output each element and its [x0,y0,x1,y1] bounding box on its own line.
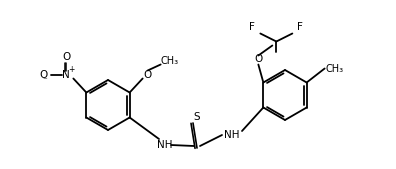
Text: O: O [39,69,48,79]
Text: NH: NH [224,130,240,140]
Text: +: + [68,65,74,74]
Text: O: O [143,69,152,79]
Text: F: F [297,21,303,31]
Text: N: N [63,69,70,79]
Text: O: O [62,52,70,62]
Text: F: F [249,21,255,31]
Text: CH₃: CH₃ [326,64,344,74]
Text: ⁻: ⁻ [42,76,47,85]
Text: O: O [254,54,263,65]
Text: CH₃: CH₃ [161,55,179,66]
Text: NH: NH [157,140,173,150]
Text: S: S [194,112,200,122]
